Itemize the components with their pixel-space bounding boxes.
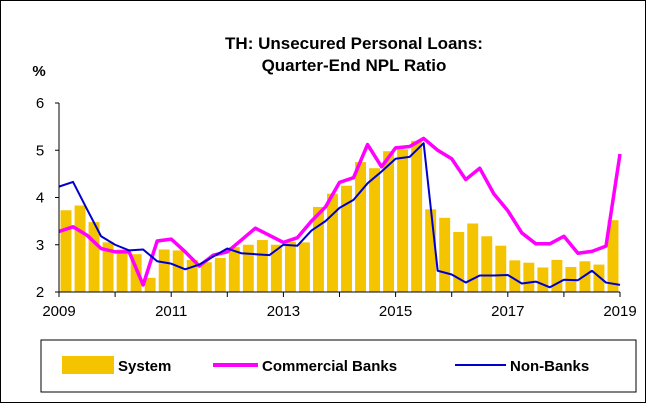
x-tick-label: 2015: [379, 303, 412, 320]
legend-label-commercial-banks: Commercial Banks: [262, 358, 397, 375]
chart-title-line-2: Quarter-End NPL Ratio: [262, 56, 447, 75]
bar-system: [242, 244, 254, 292]
system-bars: [60, 140, 619, 292]
bar-system: [397, 149, 409, 292]
y-tick-label: 3: [36, 237, 44, 254]
legend-label-non-banks: Non-Banks: [510, 358, 589, 375]
bar-system: [228, 247, 240, 292]
bar-system: [158, 249, 170, 292]
y-axis-label: %: [32, 63, 45, 80]
chart-title-line-1: TH: Unsecured Personal Loans:: [225, 34, 483, 53]
bar-system: [453, 231, 465, 292]
bar-system: [312, 206, 324, 292]
x-tick-label: 2013: [267, 303, 300, 320]
bar-system: [355, 162, 367, 292]
axes: [55, 102, 621, 297]
bar-system: [481, 236, 493, 292]
x-tick-labels: 2009 2011 2013 2015 2017 2019: [42, 303, 636, 320]
bar-system: [593, 264, 605, 292]
legend-label-system: System: [118, 358, 171, 375]
bar-system: [495, 245, 507, 292]
line-non-banks: [58, 142, 621, 289]
bar-system: [425, 209, 437, 292]
bar-system: [130, 254, 142, 292]
bar-system: [88, 222, 100, 292]
bar-system: [102, 242, 114, 292]
bar-system: [270, 244, 282, 292]
y-tick-label: 6: [36, 95, 44, 112]
bar-system: [172, 250, 184, 292]
bar-system: [327, 193, 338, 292]
bar-system: [298, 242, 310, 292]
legend: System Commercial Banks Non-Banks: [40, 339, 637, 393]
bar-system: [439, 217, 451, 292]
bar-system: [74, 205, 86, 292]
bar-system: [383, 151, 395, 292]
bar-system: [284, 241, 296, 292]
bar-system: [607, 220, 619, 292]
bar-system: [116, 249, 128, 292]
bar-system: [523, 262, 535, 292]
bar-system: [509, 260, 521, 292]
bar-system: [186, 259, 198, 292]
y-tick-label: 5: [36, 142, 44, 159]
series-lines: [58, 136, 622, 289]
line-commercial-banks: [58, 136, 622, 287]
bar-system: [411, 140, 423, 292]
bar-system: [256, 240, 268, 292]
bar-system: [369, 168, 381, 292]
bar-system: [144, 277, 156, 292]
x-tick-label: 2019: [603, 303, 636, 320]
bar-system: [537, 267, 549, 292]
x-tick-label: 2017: [491, 303, 524, 320]
x-tick-label: 2011: [155, 303, 187, 320]
y-tick-label: 2: [36, 284, 44, 301]
bar-system: [551, 259, 563, 292]
bar-system: [60, 210, 72, 292]
bar-system: [214, 257, 226, 292]
y-tick-labels: 2 3 4 5 6: [36, 95, 44, 301]
y-tick-label: 4: [36, 190, 44, 207]
legend-swatch-system: [62, 356, 114, 374]
bar-system: [200, 262, 212, 292]
bar-system: [341, 185, 352, 292]
bar-system: [467, 223, 479, 292]
legend-box: [40, 339, 637, 393]
x-tick-label: 2009: [42, 303, 75, 320]
